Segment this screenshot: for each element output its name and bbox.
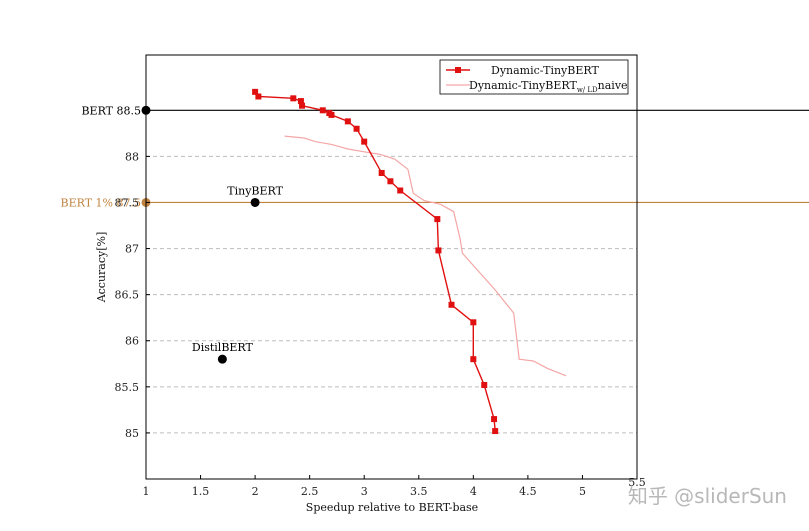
reference-lines: BERT 88.5 BERT 1% 87.5 <box>61 104 809 209</box>
x-axis-label: Speedup relative to BERT-base <box>306 501 478 514</box>
series-0-point-16 <box>448 301 455 308</box>
reference-label-bert-88-5: BERT 88.5 <box>81 104 141 117</box>
reference-label-bert-1-87-5: BERT 1% 87.5 <box>61 196 141 209</box>
point-distilbert <box>217 354 227 364</box>
y-tick-label-87: 87 <box>125 243 139 256</box>
y-tick-label-85: 85 <box>125 427 139 440</box>
x-tick-label-2-5: 2.5 <box>301 485 319 498</box>
series-0-point-17 <box>470 319 477 326</box>
series-0-point-5 <box>319 107 326 114</box>
series-0-point-11 <box>378 169 385 176</box>
series-0-point-20 <box>491 416 498 423</box>
series-0-point-12 <box>387 178 394 185</box>
x-tick-label-4-5: 4.5 <box>519 485 537 498</box>
y-tick-label-87-5: 87.5 <box>115 196 140 209</box>
y-axis-ticks: 85 85.5 86 86.5 87 87.5 88 <box>115 150 150 440</box>
point-tinybert <box>250 197 260 207</box>
legend-box <box>439 59 629 95</box>
legend-label-dynamic-tinybert: Dynamic-TinyBERT <box>491 64 599 77</box>
series-0-point-0 <box>252 88 259 95</box>
legend-label-naive: Dynamic-TinyBERTw/ LDnaive <box>469 79 628 94</box>
series-0-point-9 <box>353 125 360 132</box>
legend-label-naive-main: Dynamic-TinyBERT <box>469 79 577 92</box>
series-0-point-14 <box>434 216 441 223</box>
series-0-point-4 <box>299 102 306 109</box>
series-line-1 <box>284 135 567 377</box>
plot-frame <box>145 54 638 480</box>
series-0-point-19 <box>481 381 488 388</box>
point-label-distilbert: DistilBERT <box>192 341 254 354</box>
x-tick-label-1: 1 <box>143 485 150 498</box>
y-tick-label-85-5: 85.5 <box>115 381 140 394</box>
y-tick-label-88: 88 <box>125 150 139 163</box>
series-0-point-7 <box>328 111 335 118</box>
series-0-point-2 <box>290 95 297 102</box>
grid-lines <box>146 155 637 434</box>
y-axis-label: Accuracy[%] <box>95 232 108 304</box>
series-0-point-8 <box>344 118 351 125</box>
watermark: 知乎 @sliderSun <box>627 484 787 508</box>
series-0-point-18 <box>470 356 477 363</box>
x-tick-label-5: 5 <box>579 485 586 498</box>
x-axis-ticks: 1 1.5 2 2.5 3 3.5 4 4.5 5 5.5 <box>143 475 646 498</box>
series-0-point-21 <box>492 428 499 435</box>
series-0-point-13 <box>397 187 404 194</box>
series-layer <box>252 88 567 435</box>
series-0-point-10 <box>361 138 368 145</box>
series-0-point-3 <box>297 98 304 105</box>
x-tick-label-1-5: 1.5 <box>192 485 210 498</box>
point-label-tinybert: TinyBERT <box>227 184 283 197</box>
x-tick-label-3-5: 3.5 <box>410 485 428 498</box>
legend-swatch-marker-dynamic-tinybert <box>455 67 461 73</box>
legend: Dynamic-TinyBERT Dynamic-TinyBERTw/ LDna… <box>439 59 629 95</box>
x-tick-label-4: 4 <box>470 485 477 498</box>
x-tick-label-2: 2 <box>252 485 259 498</box>
legend-label-naive-subscript: w/ LD <box>577 86 598 94</box>
series-line-0 <box>254 91 496 432</box>
legend-label-naive-suffix: naive <box>598 79 628 92</box>
series-0-point-1 <box>255 93 262 100</box>
annotated-points: TinyBERT DistilBERT <box>192 184 284 364</box>
y-tick-label-86-5: 86.5 <box>115 289 140 302</box>
y-tick-label-86: 86 <box>125 335 139 348</box>
x-tick-label-tail: 5.5 <box>628 476 646 489</box>
x-tick-label-3: 3 <box>361 485 368 498</box>
series-0-point-15 <box>435 247 442 254</box>
